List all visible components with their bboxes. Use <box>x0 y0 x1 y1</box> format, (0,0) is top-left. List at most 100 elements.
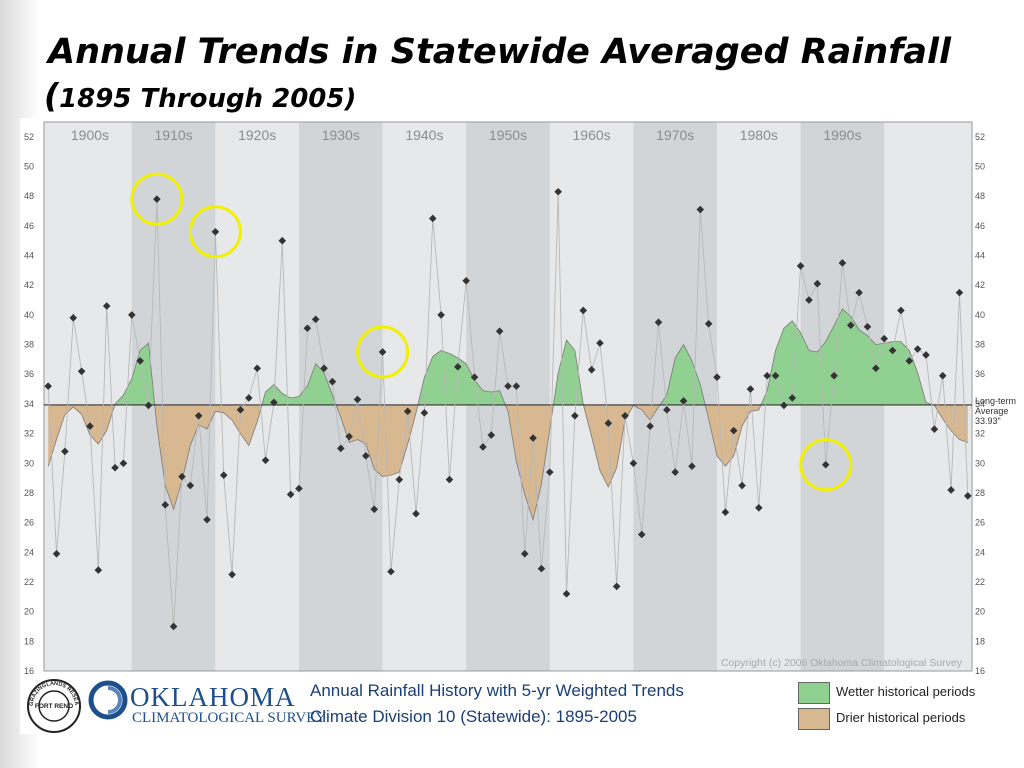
decade-label: 1960s <box>573 127 611 143</box>
highlight-ring <box>188 205 242 259</box>
data-point <box>395 475 404 484</box>
data-point <box>345 432 353 441</box>
y-tick-right: 38 <box>975 340 985 350</box>
data-point <box>52 549 61 558</box>
decade-label: 1920s <box>238 127 276 143</box>
data-point <box>654 318 663 327</box>
y-tick-left: 44 <box>24 251 34 261</box>
y-tick-left: 32 <box>24 429 34 439</box>
data-point <box>763 371 771 380</box>
data-point <box>704 319 713 328</box>
data-point <box>253 364 261 373</box>
y-tick-right: 42 <box>975 280 985 290</box>
data-point <box>169 622 178 631</box>
avg-label-value: 33.93" <box>975 416 1001 426</box>
decade-label: 1930s <box>322 127 360 143</box>
chart-subtitle: Climate Division 10 (Statewide): 1895-20… <box>310 707 637 726</box>
y-tick-right: 30 <box>975 458 985 468</box>
data-point <box>378 348 387 356</box>
footer: GRAZINGLANDS RESEARCH LAB FORT RENO OKLA… <box>20 676 1024 734</box>
data-point <box>922 351 930 359</box>
seal-center-text: FORT RENO <box>35 703 73 710</box>
data-point <box>303 324 312 333</box>
highlight-ring <box>130 172 184 226</box>
y-tick-left: 24 <box>24 547 34 557</box>
dry-area <box>48 404 968 520</box>
copyright-text: Copyright (c) 2006 Oklahoma Climatologic… <box>721 657 963 669</box>
data-point <box>938 371 947 380</box>
avg-label: Long-term Average 33.93" <box>975 396 1016 426</box>
data-point <box>454 363 462 371</box>
org-name: OKLAHOMA <box>130 682 296 712</box>
y-tick-right: 34 <box>975 399 985 409</box>
data-point <box>855 288 863 297</box>
data-point <box>278 236 287 245</box>
subtitle-text: 1895 Through 2005) <box>59 84 357 114</box>
data-point <box>370 505 379 514</box>
data-point <box>61 447 69 456</box>
data-point <box>44 382 52 390</box>
data-point <box>479 443 487 451</box>
data-point <box>445 475 454 484</box>
y-tick-right: 20 <box>975 607 985 617</box>
data-point <box>537 564 546 573</box>
legend-swatch-wetter <box>798 682 830 704</box>
data-point <box>713 373 721 382</box>
highlight-ring <box>799 438 853 492</box>
y-tick-left: 48 <box>24 191 34 201</box>
y-tick-right: 24 <box>975 547 985 557</box>
y-tick-right: 46 <box>975 221 985 231</box>
wet-area <box>114 309 934 405</box>
data-point <box>161 501 170 509</box>
y-tick-right: 36 <box>975 369 985 379</box>
data-point <box>930 425 939 433</box>
data-point <box>688 462 696 471</box>
y-tick-left: 22 <box>24 577 34 587</box>
ocs-logo-icon <box>88 680 128 720</box>
data-point <box>94 566 103 574</box>
data-point <box>136 357 144 365</box>
data-point <box>796 262 805 270</box>
data-point <box>144 401 153 410</box>
data-point <box>270 398 278 407</box>
data-point <box>846 321 855 330</box>
y-tick-right: 18 <box>975 636 985 646</box>
data-point <box>579 306 588 315</box>
data-point <box>512 382 521 390</box>
data-point <box>462 276 470 285</box>
data-point <box>838 259 847 267</box>
data-point <box>203 515 211 524</box>
legend-label-wetter: Wetter historical periods <box>836 684 976 699</box>
data-point <box>504 382 512 390</box>
data-point <box>755 503 763 512</box>
y-tick-right: 40 <box>975 310 985 320</box>
y-tick-left: 30 <box>24 458 34 468</box>
data-point <box>228 570 236 579</box>
data-point <box>328 377 337 386</box>
data-point <box>178 472 186 481</box>
data-point <box>362 452 370 460</box>
data-point <box>219 471 228 479</box>
y-tick-right: 16 <box>975 666 985 676</box>
y-tick-left: 40 <box>24 310 34 320</box>
data-point <box>428 214 437 223</box>
data-point <box>420 409 429 417</box>
data-point <box>880 334 889 343</box>
data-point <box>412 509 420 518</box>
data-point <box>612 582 621 591</box>
data-point <box>955 288 964 297</box>
legend-label-drier: Drier historical periods <box>836 710 966 725</box>
data-point <box>529 434 537 442</box>
y-tick-left: 42 <box>24 280 34 290</box>
data-point <box>119 459 128 468</box>
data-point <box>127 311 136 319</box>
legend-swatch-drier <box>798 708 830 730</box>
org-subtitle: CLIMATOLOGICAL SURVEY <box>132 710 327 726</box>
data-point <box>897 306 905 315</box>
data-point <box>629 459 638 468</box>
y-tick-right: 48 <box>975 191 985 201</box>
data-point <box>69 314 78 322</box>
subtitle-paren: ( <box>44 76 60 115</box>
data-point <box>805 296 813 304</box>
data-point <box>554 187 562 196</box>
